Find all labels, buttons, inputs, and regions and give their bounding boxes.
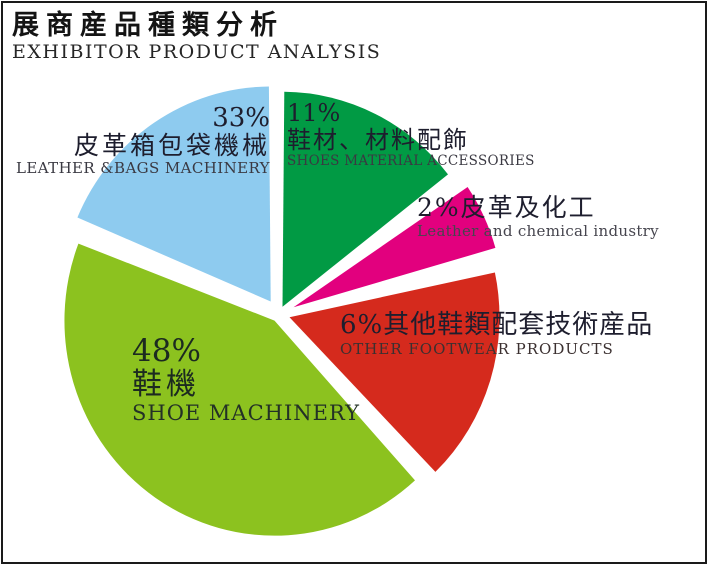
slice-label-shoe-machinery: 48% 鞋機 SHOE MACHINERY [132, 334, 360, 426]
pie-slice-other-footwear [289, 272, 500, 472]
slice-name-zh: 皮革箱包袋機械 [73, 131, 270, 161]
slice-name-en: OTHER FOOTWEAR PRODUCTS [340, 339, 614, 358]
slice-name-en: Leather and chemical industry [417, 222, 659, 240]
pie-slice-shoes-material-accessories [282, 91, 448, 307]
chart-subtitle: EXHIBITOR PRODUCT ANALYSIS [12, 41, 382, 64]
slice-name-zh: 鞋材、材料配飾 [287, 125, 469, 154]
slice-label-leather-chemical: 2%皮革及化工 Leather and chemical industry [417, 193, 659, 241]
slice-percent: 48% [132, 333, 201, 369]
chart-header: 展商産品種類分析 EXHIBITOR PRODUCT ANALYSIS [12, 10, 381, 64]
slice-name-en: SHOES MATERIAL ACCESSORIES [287, 152, 535, 169]
slice-name-en: SHOE MACHINERY [132, 401, 360, 426]
chart-title: 展商産品種類分析 [12, 10, 284, 41]
pie-slice-shoe-machinery [64, 243, 415, 536]
slice-name-zh: 鞋機 [132, 367, 200, 403]
slice-label-leather-bags-machinery: 33% 皮革箱包袋機械 LEATHER &BAGS MACHINERY [16, 104, 270, 178]
pie-slice-leather-chemical [293, 187, 496, 308]
slice-percent: 33% [212, 103, 270, 133]
slice-name-zh: 2%皮革及化工 [417, 193, 596, 222]
slice-label-shoes-material-accessories: 11% 鞋材、材料配飾 SHOES MATERIAL ACCESSORIES [287, 99, 535, 170]
pie-slice-leather-bags-machinery [77, 86, 271, 302]
slice-label-other-footwear: 6%其他鞋類配套技術産品 OTHER FOOTWEAR PRODUCTS [340, 310, 654, 359]
slice-name-en: LEATHER &BAGS MACHINERY [16, 159, 270, 178]
slice-name-zh: 6%其他鞋類配套技術産品 [340, 310, 654, 340]
slice-percent: 11% [287, 99, 341, 127]
